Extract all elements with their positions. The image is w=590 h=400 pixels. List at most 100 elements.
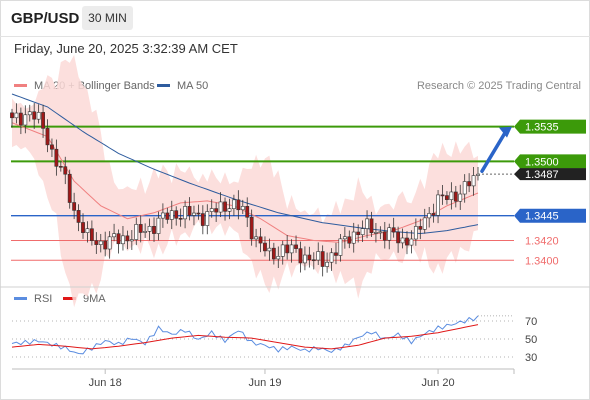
candle-body	[63, 166, 68, 175]
candle-body	[209, 208, 214, 212]
x-tick-label: Jun 18	[89, 377, 122, 389]
projection-arrow	[480, 129, 508, 173]
candle-body	[449, 191, 454, 200]
candle-body	[240, 206, 245, 211]
candle-body	[121, 235, 125, 245]
ma20-line	[11, 122, 479, 244]
candle-body	[360, 228, 365, 236]
candle-body	[67, 173, 72, 203]
rsi-tick-50: 50	[525, 334, 537, 346]
candle-body	[174, 210, 179, 219]
candle-body	[205, 211, 210, 226]
candle-body	[338, 238, 343, 256]
candle-body	[289, 244, 294, 254]
candle-body	[236, 199, 241, 211]
level-label-1.3500: 1.3500	[525, 156, 559, 168]
candle-body	[134, 224, 139, 240]
current-price-label: 1.3487	[525, 169, 559, 181]
candle-body	[431, 213, 436, 216]
candle-body	[409, 238, 414, 246]
candle-body	[369, 218, 374, 234]
symbol-title: GBP/USD	[11, 10, 80, 27]
candle-body	[285, 244, 290, 254]
candle-body	[36, 112, 41, 120]
candle-body	[391, 227, 396, 233]
candle-body	[45, 128, 50, 146]
candle-body	[453, 191, 458, 202]
candle-body	[267, 247, 272, 252]
candle-body	[276, 256, 281, 260]
candle-body	[72, 202, 77, 211]
candle-body	[129, 239, 134, 242]
candle-body	[396, 231, 401, 244]
candle-body	[218, 201, 223, 213]
candle-body	[187, 206, 192, 216]
candle-body	[413, 226, 418, 240]
candle-body	[280, 244, 285, 257]
timeframe-button[interactable]: 30 MIN	[82, 6, 133, 30]
candle-body	[50, 144, 54, 150]
candle-body	[192, 212, 196, 216]
candle-body	[378, 231, 383, 234]
candle-body	[54, 148, 59, 167]
level-tag-bg	[514, 208, 586, 223]
candle-body	[32, 111, 37, 120]
current-price-tag: 1.3487	[514, 168, 586, 181]
candle-body	[440, 194, 445, 197]
candle-body	[307, 254, 312, 261]
candle-body	[387, 227, 392, 241]
candle-body	[427, 213, 432, 219]
candle-body	[196, 212, 201, 215]
candle-body	[116, 233, 121, 245]
candle-body	[342, 236, 347, 240]
candle-body	[298, 248, 303, 264]
candle-body	[178, 218, 183, 220]
ma20-swatch	[14, 83, 27, 87]
legend-rsi-label: RSI	[34, 293, 53, 305]
legend-rsi-ma: 9MA	[63, 293, 106, 305]
level-tag-1.3500: 1.3500	[514, 154, 586, 169]
candle-body	[81, 222, 85, 233]
candle-body	[98, 240, 103, 245]
candle-body	[316, 251, 321, 261]
candle-body	[258, 236, 263, 244]
candle-body	[85, 228, 90, 233]
legend-ma50-label: MA 50	[177, 80, 209, 92]
candle-body	[462, 181, 467, 195]
candle-body	[58, 166, 63, 168]
candle-body	[223, 201, 227, 212]
candle-body	[445, 195, 449, 200]
candle-body	[356, 231, 361, 236]
candle-body	[467, 181, 472, 187]
candle-body	[320, 251, 325, 267]
candle-body	[169, 210, 174, 220]
candle-body	[183, 206, 187, 220]
candle-body	[418, 226, 423, 230]
candle-body	[249, 216, 254, 240]
candle-body	[329, 252, 334, 263]
candle-body	[294, 244, 298, 249]
legend-rsi: RSI	[14, 293, 52, 305]
candle-body	[152, 226, 156, 234]
legend-rsi-ma-label: 9MA	[83, 293, 106, 305]
candle-body	[325, 261, 330, 267]
level-tag-bg	[514, 119, 586, 134]
candle-body	[23, 114, 28, 126]
candle-body	[103, 240, 108, 250]
candle-body	[254, 236, 258, 240]
candle-body	[458, 193, 463, 202]
rsi-swatch	[14, 296, 27, 300]
level-tag-1.3445: 1.3445	[514, 208, 586, 223]
timestamp: Friday, June 20, 2025 3:32:39 AM CET	[14, 41, 238, 56]
candle-body	[334, 252, 338, 256]
projection-arrow-head	[499, 126, 512, 138]
header-bar: GBP/USD 30 MIN	[0, 0, 590, 37]
candle-body	[147, 226, 152, 232]
candle-body	[311, 259, 316, 262]
rsi-tick-70: 70	[525, 316, 537, 328]
candle-body	[303, 254, 307, 264]
candle-body	[143, 231, 148, 233]
level-label-1.3420: 1.3420	[525, 235, 559, 247]
x-tick-label: Jun 20	[422, 377, 455, 389]
